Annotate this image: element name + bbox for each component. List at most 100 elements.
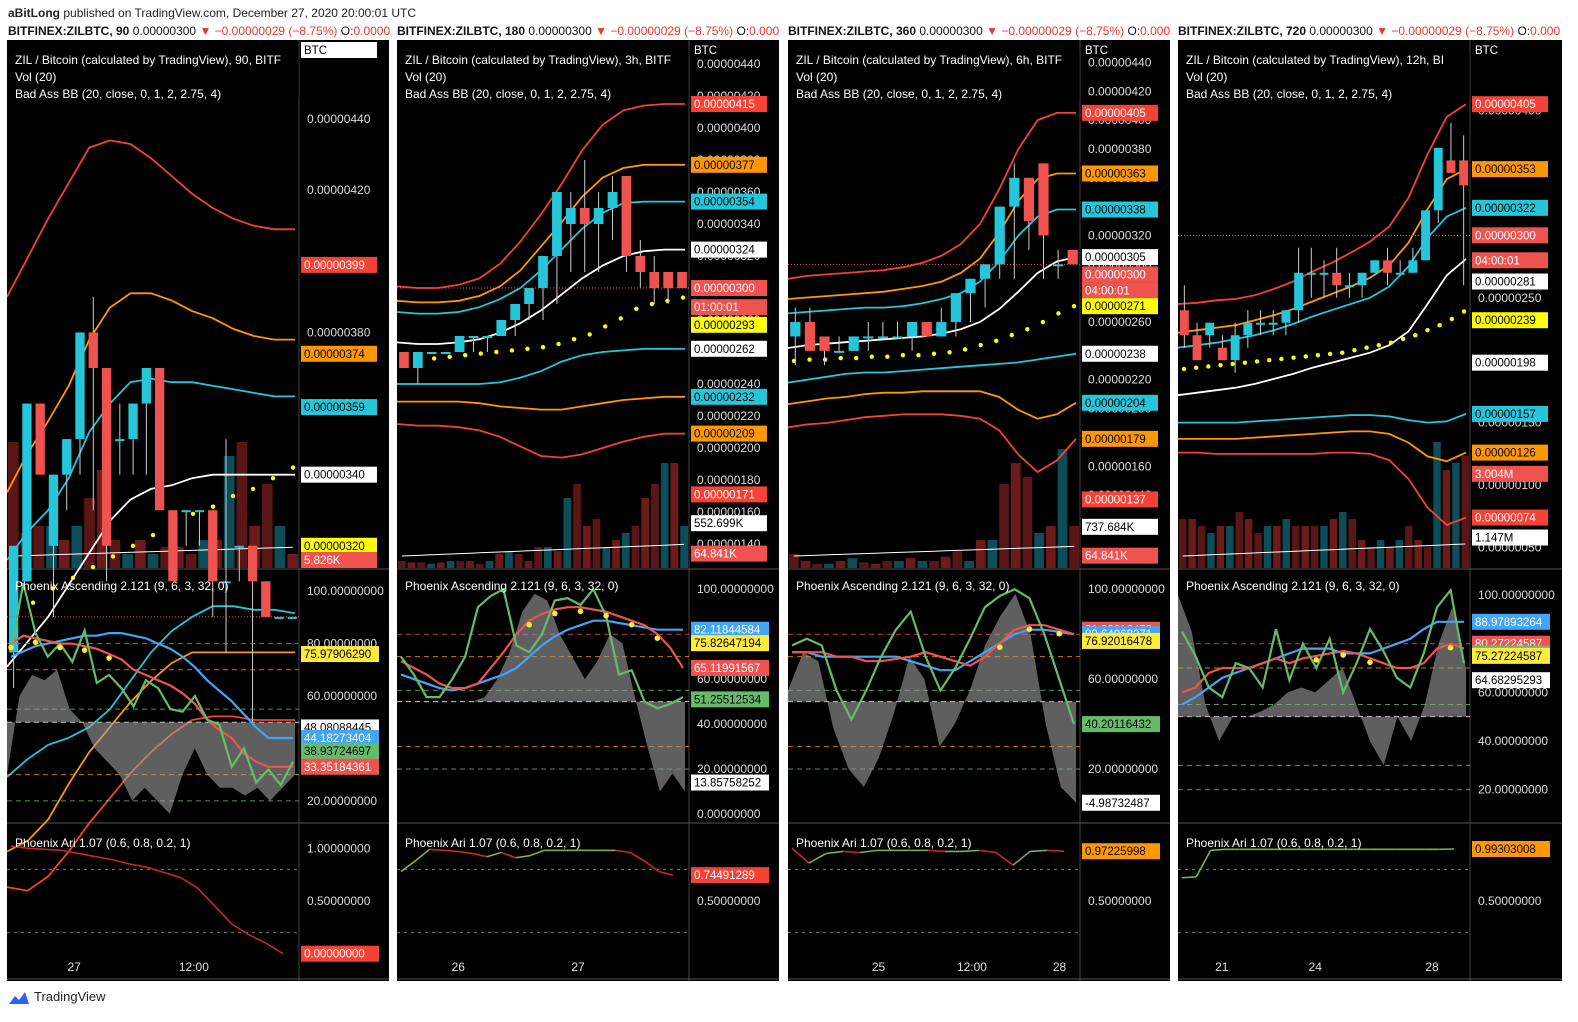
volume-legend: Vol (20)	[15, 70, 56, 84]
volume-bar	[1310, 526, 1319, 568]
volume-bar	[534, 547, 542, 568]
candle-body	[1217, 347, 1227, 361]
volume-bar	[1273, 526, 1281, 568]
volume-bar	[84, 498, 95, 568]
bb-basis	[1178, 258, 1467, 397]
time-tick-label: 25	[872, 960, 886, 974]
price-tag-bg	[301, 466, 377, 483]
price-tag-bg	[1472, 161, 1548, 178]
price-tag: 64.841K	[694, 549, 737, 561]
candle-body	[1383, 260, 1392, 273]
sar-dot	[1040, 319, 1046, 325]
volume-ma-line	[1182, 543, 1466, 557]
volume-bar	[660, 463, 669, 568]
price-tick-label: 0.00000200	[697, 441, 761, 455]
volume-legend: Vol (20)	[405, 70, 446, 84]
sar-dot	[270, 476, 276, 481]
ari-segment	[615, 849, 631, 854]
volume-bar	[602, 547, 611, 568]
chart-panel-1[interactable]: 0.000004400.000004200.000004000.00000380…	[7, 40, 389, 981]
bb-upper-inner	[1178, 206, 1467, 349]
candle-body	[965, 278, 976, 294]
ari-segment	[1181, 875, 1197, 879]
sar-dot	[1056, 311, 1061, 316]
sar-dot	[854, 355, 859, 361]
bb-basis	[788, 256, 1077, 349]
candle-body	[863, 336, 874, 339]
legend-bg	[7, 50, 299, 100]
osc-tag-bg	[691, 635, 769, 652]
candle-body	[677, 272, 687, 288]
candle-body	[663, 272, 674, 288]
osc-dot	[1026, 626, 1033, 632]
candle-body	[8, 545, 19, 653]
volume-bar	[1207, 533, 1215, 568]
volume-ma-line	[13, 546, 293, 557]
chart-panel-3[interactable]: 0.000004400.000004200.000004000.00000380…	[788, 40, 1170, 981]
osc-tick-label: 20.00000000	[307, 794, 377, 808]
osc-dot	[8, 644, 14, 651]
sar-dot	[978, 342, 983, 348]
chart-panel-2[interactable]: 0.000004400.000004200.000004000.00000380…	[397, 40, 779, 981]
price-tag: 0.00000300	[1085, 269, 1146, 281]
candle-body	[1306, 272, 1316, 275]
price-tag: 0.00000171	[694, 489, 755, 501]
volume-legend: Vol (20)	[1186, 70, 1227, 84]
price-tick-label: 0.00000320	[1088, 228, 1152, 242]
tradingview-logo-icon[interactable]	[8, 990, 30, 1006]
author-name[interactable]: aBitLong	[8, 6, 60, 20]
sar-dot	[250, 486, 256, 492]
ari-segment	[515, 854, 530, 859]
time-tick-label: 27	[67, 960, 81, 974]
volume-bar	[1034, 533, 1044, 568]
sar-dot	[1413, 333, 1418, 338]
price-tag-bg	[691, 425, 767, 442]
price-tag: 0.00000179	[1085, 434, 1146, 446]
symbol-line-2: BITFINEX:ZILBTC, 180 0.00000300 ▼ −0.000…	[397, 24, 780, 38]
osc-tick-label: 100.00000000	[307, 584, 384, 598]
candle-body	[848, 336, 859, 351]
price-tick-label: 0.00000220	[1088, 373, 1152, 387]
sar-dot	[290, 465, 296, 470]
price-tag-bg	[691, 340, 767, 357]
candle-body	[552, 192, 562, 256]
price-tick-label: 0.00000380	[307, 325, 371, 339]
ari-segment	[458, 850, 473, 855]
osc-tag-bg	[301, 729, 379, 746]
sar-dot	[587, 332, 592, 337]
bb-upper-outer	[1178, 103, 1467, 305]
volume-bar	[223, 456, 235, 568]
price-tag: 0.00000238	[1085, 349, 1146, 361]
sar-dot	[1315, 353, 1321, 358]
price-tag-bg	[1082, 282, 1158, 299]
time-tick-label: 28	[1425, 960, 1439, 974]
osc-tick-label: 40.00000000	[1478, 734, 1548, 748]
volume-bar	[1452, 463, 1460, 568]
volume-bar	[1010, 463, 1021, 568]
volume-bar	[407, 562, 416, 568]
chart-panel-4[interactable]: 0.000004000.000003500.000003000.00000250…	[1178, 40, 1562, 981]
price-tag-bg	[691, 299, 767, 316]
candle-body	[1023, 177, 1035, 222]
volume-bar	[1197, 526, 1206, 568]
ari-segment	[529, 849, 545, 857]
sar-dot	[463, 353, 468, 358]
volume-bar	[505, 551, 513, 568]
price-tag: 3.004M	[1475, 469, 1513, 481]
brand-name[interactable]: TradingView	[34, 989, 106, 1004]
price-tag: 0.00000359	[304, 402, 365, 414]
price-tag-bg	[1472, 354, 1548, 371]
sar-dot	[1267, 357, 1272, 363]
ari-legend: Phoenix Ari 1.07 (0.6, 0.8, 0.2, 1)	[15, 836, 190, 850]
price-tick-label: 0.00000240	[697, 377, 761, 391]
candle-body	[1256, 322, 1265, 325]
price-tag-bg	[691, 486, 767, 503]
time-tick-label: 12:00	[957, 960, 987, 974]
candle-body	[1433, 147, 1443, 211]
osc-tag-bg	[1082, 716, 1160, 733]
osc-dot	[106, 655, 112, 661]
price-tag-bg	[1472, 42, 1548, 58]
sar-dot	[838, 355, 843, 361]
ari-segment	[44, 848, 63, 852]
candle-body	[510, 304, 521, 320]
